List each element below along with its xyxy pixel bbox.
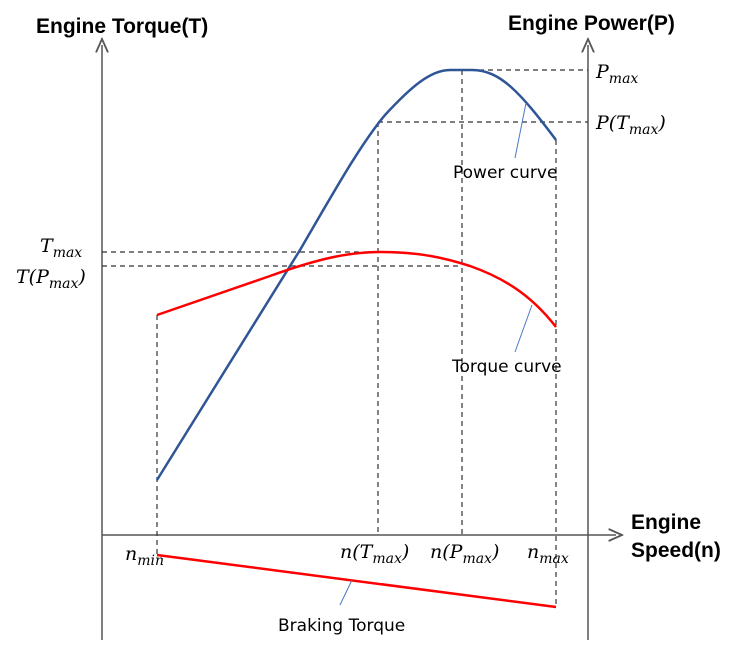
torque-leader-line (514, 304, 533, 353)
n-tmax-label: n(Tmax) (340, 541, 409, 567)
torque-curve (156, 250, 557, 328)
braking-leader-line (339, 579, 353, 606)
x-axis-title-line2: Speed(n) (631, 539, 721, 562)
power-curve (155, 68, 557, 481)
right-axis-title: Engine Power(P) (508, 12, 675, 35)
pmax-label: Pmax (595, 61, 638, 87)
n-pmax-label: n(Pmax) (430, 541, 499, 567)
left-axis-title: Engine Torque(T) (36, 15, 208, 38)
power-curve-label: Power curve (453, 163, 557, 183)
nmin-label: nmin (125, 543, 164, 569)
braking-torque-label: Braking Torque (278, 616, 405, 636)
tmax-label: Tmax (40, 235, 82, 261)
nmax-label: nmax (527, 541, 569, 567)
braking-torque-curve (156, 553, 557, 609)
x-axis-title-line1: Engine (631, 511, 701, 534)
guide-lines (102, 69, 588, 607)
torque-curve-label: Torque curve (451, 357, 562, 377)
p-tmax-label: P(Tmax) (595, 112, 666, 138)
power-leader-line (514, 102, 527, 159)
t-pmax-label: T(Pmax) (16, 266, 86, 292)
